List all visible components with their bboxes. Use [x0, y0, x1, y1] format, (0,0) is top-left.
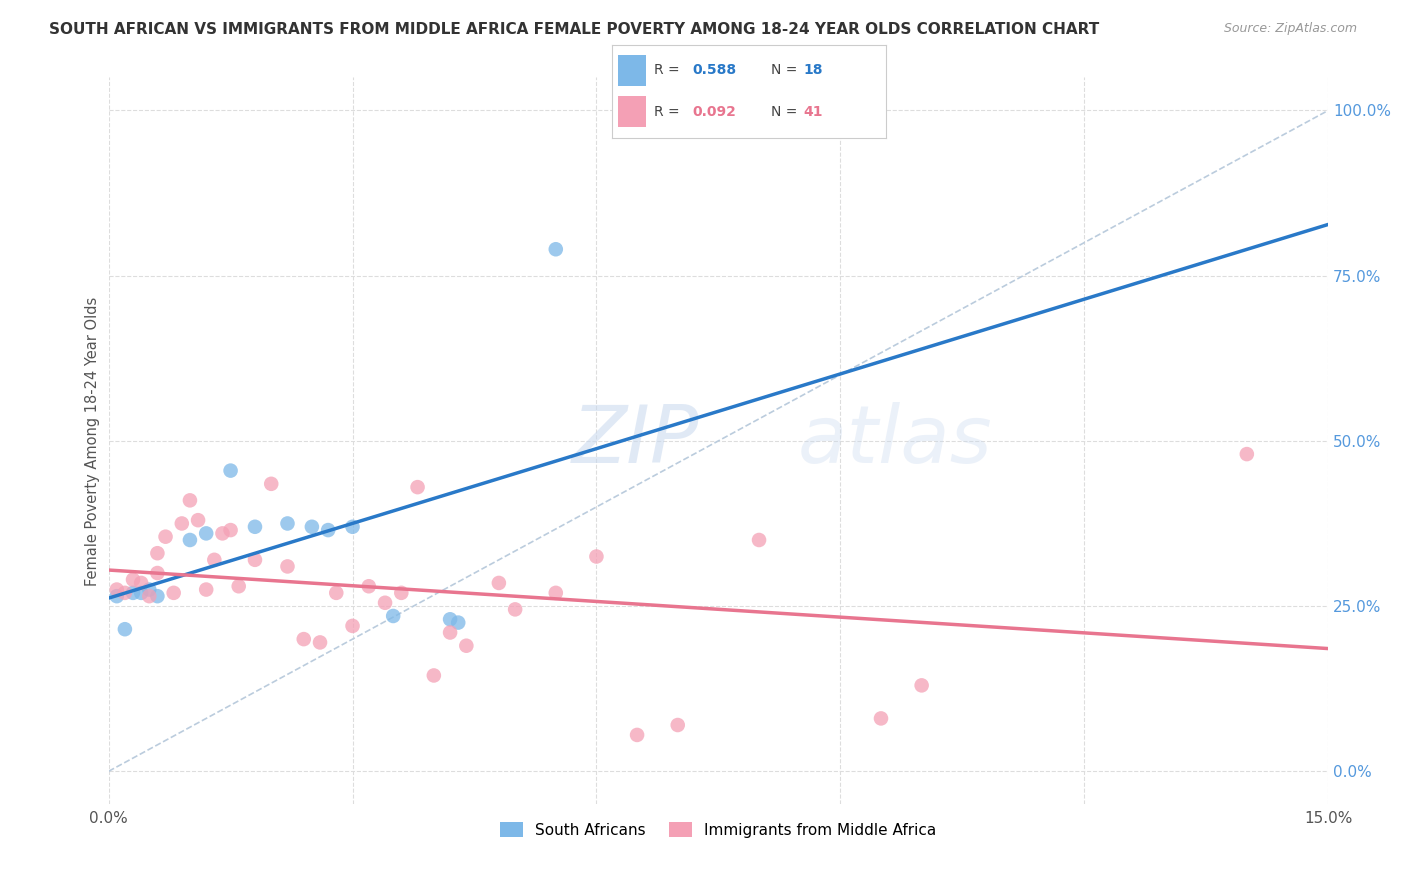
- Point: [870, 711, 893, 725]
- Point: [447, 615, 470, 630]
- Point: [488, 576, 510, 591]
- Point: [544, 242, 567, 256]
- Text: R =: R =: [654, 63, 685, 78]
- Point: [146, 566, 169, 580]
- Text: Source: ZipAtlas.com: Source: ZipAtlas.com: [1223, 22, 1357, 36]
- Legend: South Africans, Immigrants from Middle Africa: South Africans, Immigrants from Middle A…: [495, 815, 942, 844]
- Point: [219, 464, 242, 478]
- Text: 41: 41: [804, 104, 823, 119]
- Point: [342, 520, 364, 534]
- Point: [911, 678, 934, 692]
- Point: [260, 476, 283, 491]
- Point: [187, 513, 209, 527]
- Point: [342, 619, 364, 633]
- Point: [389, 586, 412, 600]
- Text: N =: N =: [770, 63, 801, 78]
- Point: [138, 582, 160, 597]
- Point: [202, 553, 225, 567]
- Point: [170, 516, 193, 531]
- Point: [585, 549, 607, 564]
- Point: [195, 526, 218, 541]
- Point: [748, 533, 770, 547]
- Point: [406, 480, 429, 494]
- Point: [301, 520, 323, 534]
- Point: [382, 609, 405, 624]
- Point: [276, 559, 298, 574]
- Text: R =: R =: [654, 104, 685, 119]
- Point: [228, 579, 250, 593]
- Point: [211, 526, 233, 541]
- Point: [423, 668, 446, 682]
- Point: [276, 516, 298, 531]
- Point: [105, 582, 128, 597]
- Point: [292, 632, 315, 646]
- Text: 0.092: 0.092: [693, 104, 737, 119]
- Bar: [619, 96, 645, 127]
- Point: [1236, 447, 1258, 461]
- Text: SOUTH AFRICAN VS IMMIGRANTS FROM MIDDLE AFRICA FEMALE POVERTY AMONG 18-24 YEAR O: SOUTH AFRICAN VS IMMIGRANTS FROM MIDDLE …: [49, 22, 1099, 37]
- Point: [357, 579, 380, 593]
- Point: [179, 533, 201, 547]
- Point: [626, 728, 648, 742]
- Point: [146, 546, 169, 560]
- Text: 0.588: 0.588: [693, 63, 737, 78]
- Point: [129, 586, 152, 600]
- Point: [439, 625, 461, 640]
- Point: [456, 639, 478, 653]
- Point: [544, 586, 567, 600]
- Text: atlas: atlas: [797, 402, 993, 480]
- Point: [105, 589, 128, 603]
- Point: [243, 520, 266, 534]
- Point: [325, 586, 347, 600]
- Point: [439, 612, 461, 626]
- Point: [163, 586, 186, 600]
- Text: N =: N =: [770, 104, 801, 119]
- Point: [219, 523, 242, 537]
- Point: [122, 586, 145, 600]
- Text: ZIP: ZIP: [572, 402, 699, 480]
- Point: [316, 523, 339, 537]
- Point: [129, 576, 152, 591]
- Point: [503, 602, 526, 616]
- Point: [146, 589, 169, 603]
- Point: [138, 589, 160, 603]
- Point: [155, 530, 177, 544]
- Point: [195, 582, 218, 597]
- Text: 18: 18: [804, 63, 823, 78]
- Point: [114, 586, 136, 600]
- Point: [114, 622, 136, 636]
- Y-axis label: Female Poverty Among 18-24 Year Olds: Female Poverty Among 18-24 Year Olds: [86, 296, 100, 585]
- Point: [309, 635, 332, 649]
- Bar: [619, 55, 645, 86]
- Point: [374, 596, 396, 610]
- Point: [122, 573, 145, 587]
- Point: [243, 553, 266, 567]
- Point: [179, 493, 201, 508]
- Point: [666, 718, 689, 732]
